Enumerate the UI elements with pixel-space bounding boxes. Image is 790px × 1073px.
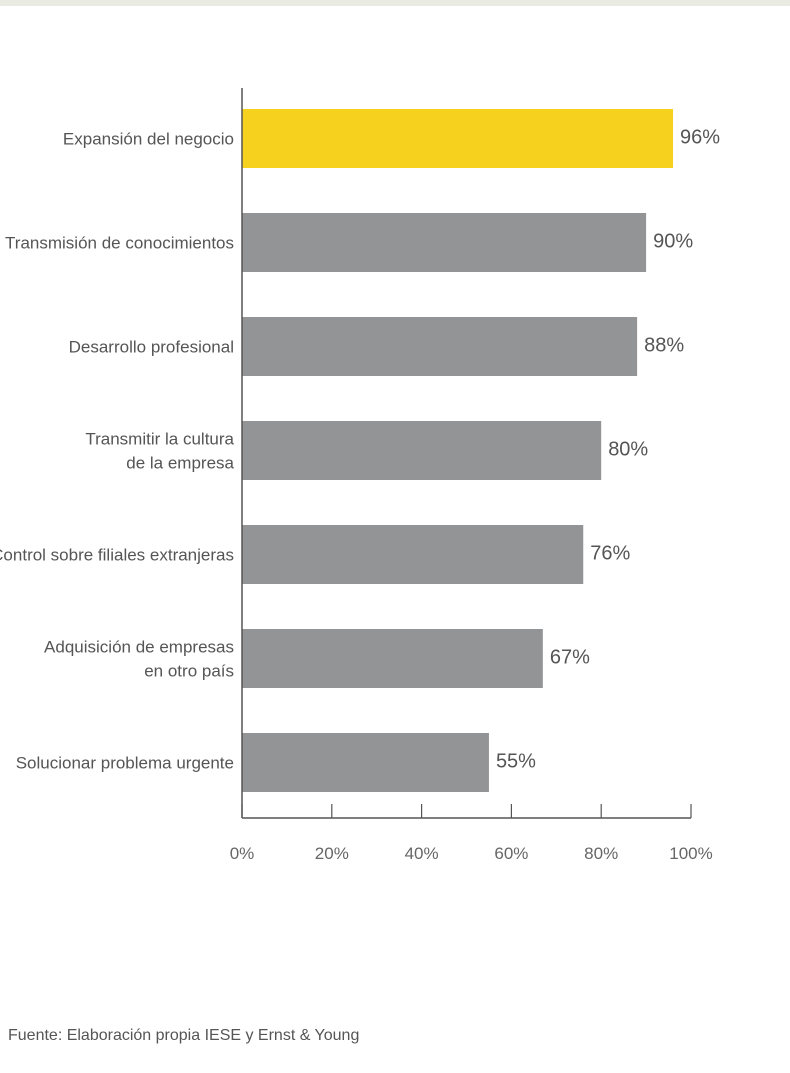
x-tick-label: 0% bbox=[230, 844, 255, 863]
bar bbox=[242, 733, 489, 792]
value-label: 76% bbox=[590, 543, 630, 565]
bar bbox=[242, 213, 647, 272]
value-label: 80% bbox=[608, 439, 648, 461]
x-tick-label: 60% bbox=[494, 844, 528, 863]
bar bbox=[242, 317, 638, 376]
bar bbox=[242, 109, 674, 168]
value-label: 88% bbox=[644, 335, 684, 357]
x-tick-label: 20% bbox=[315, 844, 349, 863]
category-label: Solucionar problema urgente bbox=[16, 754, 234, 773]
category-label: Transmisión de conocimientos bbox=[5, 234, 234, 253]
bar-chart: Expansión del negocio 96% Transmisión de c… bbox=[0, 88, 720, 863]
category-label: Desarrollo profesional bbox=[69, 338, 234, 357]
value-label: 55% bbox=[496, 751, 536, 773]
value-label: 96% bbox=[680, 127, 720, 149]
category-label: Transmitir la cultura de la empresa bbox=[85, 430, 234, 473]
bar bbox=[242, 421, 602, 480]
category-label: Adquisición de empresas en otro país bbox=[44, 638, 234, 681]
x-tick-label: 100% bbox=[669, 844, 712, 863]
x-tick-label: 40% bbox=[405, 844, 439, 863]
bar bbox=[242, 629, 543, 688]
top-strip bbox=[0, 0, 790, 6]
value-label: 67% bbox=[550, 647, 590, 669]
source-note: Fuente: Elaboración propia IESE y Ernst … bbox=[8, 1027, 360, 1044]
category-label: Control sobre filiales extranjeras bbox=[0, 546, 234, 565]
category-label: Expansión del negocio bbox=[63, 130, 234, 149]
x-tick-label: 80% bbox=[584, 844, 618, 863]
bar bbox=[242, 525, 584, 584]
value-label: 90% bbox=[653, 231, 693, 253]
